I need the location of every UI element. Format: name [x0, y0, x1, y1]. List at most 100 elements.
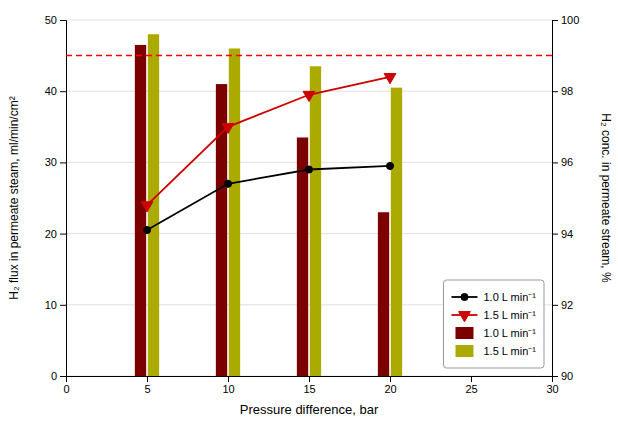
- x-tick-mark: [471, 376, 472, 382]
- marker: [384, 74, 396, 84]
- y2-tick-mark: [552, 91, 558, 92]
- y-tick: 30: [45, 156, 66, 168]
- y-tick: 0: [51, 370, 66, 382]
- reference-line: [66, 55, 552, 57]
- y2-tick-mark: [552, 305, 558, 306]
- x-tick: 10: [222, 376, 234, 395]
- legend-item: 1.5 L min⁻¹: [451, 309, 536, 322]
- x-tick: 20: [384, 376, 396, 395]
- legend-label: 1.0 L min⁻¹: [483, 327, 536, 339]
- legend-marker: [461, 293, 468, 300]
- grid-line: [66, 20, 552, 21]
- bar: [135, 45, 146, 376]
- y2-tick: 96: [552, 156, 573, 168]
- x-axis: 0 5 10 15 20 25 30: [63, 376, 558, 395]
- y-tick-label: 40: [45, 85, 57, 97]
- bar: [297, 137, 308, 376]
- y2-tick-label: 92: [561, 299, 573, 311]
- bar: [391, 88, 402, 376]
- y2-tick-label: 98: [561, 85, 573, 97]
- y2-tick-mark: [552, 20, 558, 21]
- x-tick: 30: [546, 376, 558, 395]
- x-tick: 25: [465, 376, 477, 395]
- x-axis-title: Pressure difference, bar: [240, 402, 379, 417]
- grid: [66, 20, 552, 376]
- bar-series: [148, 34, 402, 376]
- x-tick: 5: [144, 376, 150, 395]
- y2-tick: 100: [552, 14, 579, 26]
- y-axis: 0 10 20 30 40 50: [45, 14, 67, 382]
- marker: [303, 91, 315, 101]
- y-tick-mark: [60, 376, 66, 377]
- legend-box: [443, 280, 544, 368]
- y2-axis-line: [553, 21, 559, 377]
- plot-area: [66, 34, 552, 376]
- y-axis-title: H₂ flux in permeate steam, ml/min/cm²: [7, 96, 21, 299]
- y-tick: 10: [45, 299, 66, 311]
- y-tick: 20: [45, 228, 66, 240]
- line-series: [141, 74, 396, 212]
- x-tick: 15: [303, 376, 315, 395]
- y2-tick-label: 96: [561, 156, 573, 168]
- y2-tick-label: 100: [561, 14, 579, 26]
- y2-tick: 94: [552, 228, 573, 240]
- x-axis-line: [67, 377, 553, 383]
- y-axis-line: [60, 21, 67, 377]
- marker: [141, 202, 153, 212]
- y2-tick: 98: [552, 85, 573, 97]
- legend-swatch: [455, 345, 473, 357]
- legend-label: 1.5 L min⁻¹: [483, 345, 536, 357]
- y-tick-mark: [60, 162, 66, 163]
- legend-item: 1.0 L min⁻¹: [455, 327, 536, 339]
- x-tick-label: 10: [222, 383, 234, 395]
- marker: [222, 123, 234, 133]
- bar: [310, 66, 321, 376]
- bar-series: [135, 45, 389, 376]
- bar: [229, 48, 240, 376]
- chart: 0 5 10 15 20 25 30 0 10 20 30 40 50 90 92 94 96 98 100 Pres…: [0, 0, 618, 426]
- y2-axis-title: H₂ conc. in permeate stream, %: [599, 113, 613, 283]
- x-tick-label: 0: [63, 383, 69, 395]
- legend-label: 1.5 L min⁻¹: [483, 309, 536, 321]
- y2-tick-label: 94: [561, 228, 573, 240]
- y-tick-label: 20: [45, 228, 57, 240]
- y2-tick-mark: [552, 376, 558, 377]
- legend: 1.0 L min⁻¹ 1.5 L min⁻¹ 1.0 L min⁻¹ 1.5 L m…: [443, 280, 544, 368]
- y-tick-mark: [60, 305, 66, 306]
- line: [147, 77, 390, 205]
- y2-axis: 90 92 94 96 98 100: [552, 14, 579, 382]
- bar: [378, 212, 389, 376]
- y-tick-label: 0: [51, 370, 57, 382]
- y2-tick-mark: [552, 162, 558, 163]
- y-tick-mark: [60, 20, 66, 21]
- x-tick-mark: [309, 376, 310, 382]
- y-tick-label: 30: [45, 156, 57, 168]
- marker: [143, 226, 150, 233]
- legend-marker: [459, 312, 471, 322]
- y-tick-mark: [60, 234, 66, 235]
- y-tick-label: 50: [45, 14, 57, 26]
- x-tick-label: 30: [546, 383, 558, 395]
- x-tick-mark: [228, 376, 229, 382]
- x-tick-label: 15: [303, 383, 315, 395]
- x-tick-label: 25: [465, 383, 477, 395]
- y2-tick: 92: [552, 299, 573, 311]
- y-tick: 40: [45, 85, 66, 97]
- legend-item: 1.5 L min⁻¹: [455, 345, 536, 357]
- x-tick: 0: [63, 376, 69, 395]
- marker: [305, 166, 312, 173]
- x-tick-mark: [147, 376, 148, 382]
- x-tick-label: 20: [384, 383, 396, 395]
- y2-tick: 90: [552, 370, 573, 382]
- legend-swatch: [455, 327, 473, 339]
- y-tick-label: 10: [45, 299, 57, 311]
- legend-item: 1.0 L min⁻¹: [451, 291, 536, 303]
- y2-tick-mark: [552, 234, 558, 235]
- y2-tick-label: 90: [561, 370, 573, 382]
- legend-label: 1.0 L min⁻¹: [483, 291, 536, 303]
- line: [147, 166, 390, 230]
- marker: [224, 180, 231, 187]
- marker: [386, 162, 393, 169]
- x-tick-mark: [390, 376, 391, 382]
- y-tick: 50: [45, 14, 66, 26]
